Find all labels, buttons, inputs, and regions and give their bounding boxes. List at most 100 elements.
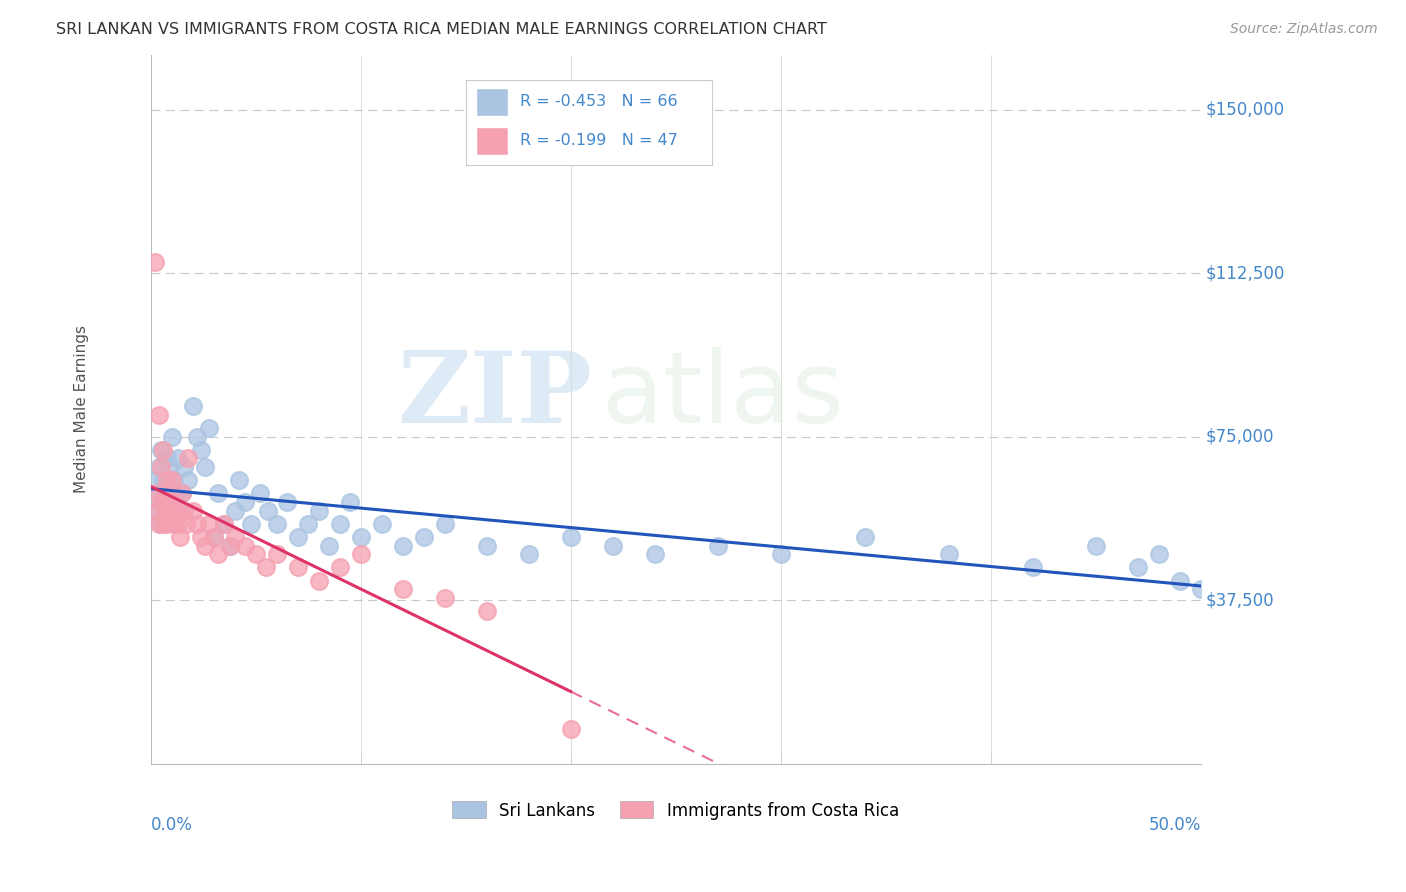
Point <box>370 516 392 531</box>
Point <box>245 548 267 562</box>
Point <box>156 516 179 531</box>
Point <box>148 516 170 531</box>
Point <box>160 473 183 487</box>
Point <box>433 516 456 531</box>
Point <box>475 604 498 618</box>
Point <box>219 539 242 553</box>
Point <box>143 473 166 487</box>
Point <box>207 486 229 500</box>
Point <box>159 486 181 500</box>
Point <box>1022 560 1045 574</box>
Point <box>287 560 309 574</box>
Point <box>159 504 181 518</box>
Point <box>146 486 169 500</box>
Point <box>143 255 166 269</box>
Point <box>177 451 200 466</box>
Point <box>148 460 170 475</box>
Point <box>181 399 204 413</box>
Point <box>152 473 174 487</box>
Point <box>212 516 235 531</box>
Point <box>194 539 217 553</box>
Point <box>329 516 352 531</box>
Point <box>853 530 876 544</box>
Point <box>602 539 624 553</box>
Point <box>167 516 190 531</box>
Point <box>165 486 187 500</box>
Point <box>150 460 173 475</box>
Point <box>412 530 434 544</box>
Point <box>339 495 361 509</box>
Point <box>169 530 191 544</box>
Point <box>249 486 271 500</box>
Point <box>202 530 225 544</box>
Point <box>156 473 179 487</box>
Point <box>308 504 330 518</box>
Point <box>155 504 177 518</box>
Point <box>433 591 456 605</box>
Point <box>176 516 198 531</box>
Point <box>190 530 212 544</box>
Text: $37,500: $37,500 <box>1206 591 1275 609</box>
Point <box>212 516 235 531</box>
Point <box>163 516 186 531</box>
Point <box>198 516 221 531</box>
Point <box>228 473 250 487</box>
Point <box>172 486 194 500</box>
Point <box>1084 539 1107 553</box>
Point <box>224 504 246 518</box>
Point <box>254 560 277 574</box>
Point <box>160 430 183 444</box>
Point <box>152 516 174 531</box>
Point <box>1189 582 1212 597</box>
Point <box>198 421 221 435</box>
Point <box>769 548 792 562</box>
Text: atlas: atlas <box>602 347 844 443</box>
Point <box>159 460 181 475</box>
Legend: Sri Lankans, Immigrants from Costa Rica: Sri Lankans, Immigrants from Costa Rica <box>446 795 905 826</box>
Point <box>391 582 413 597</box>
Point <box>207 548 229 562</box>
Point <box>318 539 340 553</box>
Point <box>155 504 177 518</box>
Point <box>391 539 413 553</box>
Point <box>297 516 319 531</box>
Text: Median Male Earnings: Median Male Earnings <box>75 326 89 493</box>
Point <box>173 504 195 518</box>
Point <box>329 560 352 574</box>
Point <box>146 504 169 518</box>
Point <box>224 530 246 544</box>
Text: $112,500: $112,500 <box>1206 264 1285 282</box>
Point <box>160 495 183 509</box>
Point <box>276 495 298 509</box>
Point <box>308 574 330 588</box>
Point <box>156 451 179 466</box>
Point <box>155 482 177 496</box>
Point <box>148 486 170 500</box>
Point <box>172 486 194 500</box>
Point <box>287 530 309 544</box>
Point <box>150 495 173 509</box>
Point <box>148 408 170 422</box>
Point <box>169 504 191 518</box>
Text: $150,000: $150,000 <box>1206 101 1285 119</box>
Point <box>155 495 177 509</box>
Point <box>644 548 666 562</box>
Point <box>266 516 288 531</box>
Point <box>560 722 582 736</box>
Point <box>938 548 960 562</box>
Point <box>186 516 208 531</box>
Point <box>181 504 204 518</box>
Point <box>160 504 183 518</box>
Point <box>517 548 540 562</box>
Point <box>240 516 263 531</box>
Point <box>194 460 217 475</box>
Point <box>163 473 186 487</box>
Point <box>202 530 225 544</box>
Point <box>350 548 373 562</box>
Point <box>165 504 187 518</box>
Point <box>177 473 200 487</box>
Text: SRI LANKAN VS IMMIGRANTS FROM COSTA RICA MEDIAN MALE EARNINGS CORRELATION CHART: SRI LANKAN VS IMMIGRANTS FROM COSTA RICA… <box>56 22 827 37</box>
Text: 0.0%: 0.0% <box>150 816 193 834</box>
Text: ZIP: ZIP <box>396 347 592 443</box>
Point <box>1126 560 1149 574</box>
